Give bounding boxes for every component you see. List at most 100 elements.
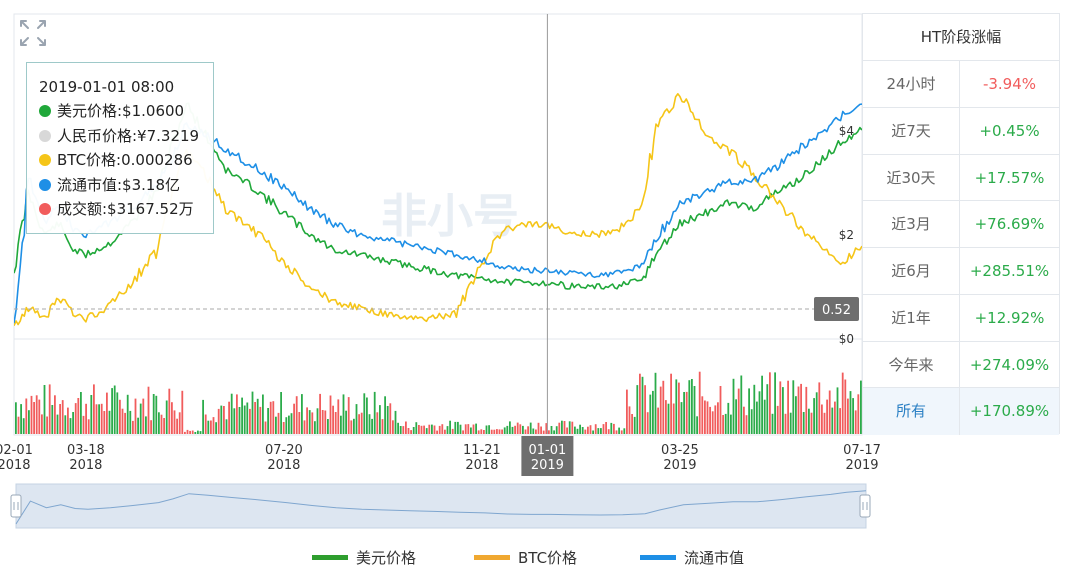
volume-bar — [808, 408, 810, 434]
volume-bar — [581, 427, 584, 434]
volume-bar — [295, 396, 298, 434]
volume-bar — [238, 407, 241, 434]
volume-bar — [111, 388, 113, 434]
x-tick-year: 2019 — [663, 458, 696, 473]
volume-bar — [594, 424, 597, 434]
watermark: 非小号 — [381, 189, 519, 243]
volume-bar — [451, 428, 454, 434]
volume-bar — [709, 406, 711, 434]
volume-bar — [392, 420, 394, 434]
volume-bar — [41, 414, 43, 434]
volume-bar — [30, 395, 33, 434]
volume-bar — [802, 412, 805, 434]
volume-bar — [184, 431, 186, 434]
volume-bar — [35, 395, 38, 434]
volume-bar — [363, 393, 366, 434]
volume-bar — [779, 381, 782, 434]
volume-bar — [769, 372, 771, 434]
tooltip-row-text: 成交额:$3167.52万 — [57, 200, 194, 218]
volume-bar — [678, 382, 680, 434]
volume-bar — [293, 403, 295, 434]
x-tick-year: 2018 — [267, 458, 300, 473]
volume-bars — [15, 371, 862, 434]
tooltip-row-text: 美元价格:$1.0600 — [57, 102, 185, 120]
volume-bar — [732, 378, 735, 434]
volume-bar — [685, 391, 688, 434]
volume-bar — [667, 403, 670, 434]
volume-bar — [280, 392, 282, 434]
volume-bar — [449, 420, 451, 434]
volume-bar — [431, 424, 433, 434]
volume-bar — [316, 408, 319, 434]
volume-bar — [836, 387, 839, 434]
volume-bar — [25, 398, 28, 434]
legend-item[interactable]: BTC价格 — [474, 546, 577, 568]
stage-gain-row[interactable]: 近30天 +17.57% — [863, 154, 1059, 202]
volume-bar — [657, 407, 659, 434]
volume-bar — [217, 408, 220, 434]
volume-bar — [358, 414, 360, 434]
volume-bar — [535, 429, 537, 434]
volume-bar — [145, 416, 147, 434]
volume-bar — [654, 372, 657, 434]
volume-bar — [563, 421, 566, 434]
volume-bar — [620, 430, 623, 434]
volume-bar — [337, 399, 340, 434]
volume-bar — [618, 427, 620, 434]
volume-bar — [506, 425, 509, 434]
volume-bar — [332, 405, 334, 434]
volume-bar — [852, 398, 854, 434]
stage-gain-row[interactable]: 近6月 +285.51% — [863, 248, 1059, 295]
volume-bar — [454, 421, 457, 434]
volume-bar — [301, 394, 303, 434]
volume-bar — [132, 420, 134, 434]
volume-bar — [126, 394, 129, 434]
volume-bar — [150, 420, 152, 434]
volume-bar — [605, 422, 607, 434]
stage-gain-row[interactable]: 今年来 +274.09% — [863, 341, 1059, 389]
volume-bar — [87, 419, 90, 434]
volume-bar — [74, 403, 77, 434]
volume-bar — [633, 416, 636, 434]
volume-bar — [704, 400, 706, 434]
navigator-handle-icon — [859, 494, 871, 518]
range-navigator[interactable] — [10, 483, 871, 529]
volume-bar — [158, 412, 160, 434]
stage-gain-row[interactable]: 24小时 -3.94% — [863, 61, 1059, 108]
stage-gain-row[interactable]: 近3月 +76.69% — [863, 201, 1059, 248]
volume-bar — [758, 391, 761, 434]
volume-bar — [737, 388, 740, 434]
legend-label: 美元价格 — [356, 548, 417, 567]
legend-label: BTC价格 — [518, 548, 578, 567]
volume-bar — [652, 390, 654, 434]
volume-bar — [641, 376, 644, 434]
stage-gain-row[interactable]: 近1年 +12.92% — [863, 294, 1059, 342]
legend-item[interactable]: 流通市值 — [640, 546, 744, 568]
volume-bar — [59, 404, 61, 434]
y-tick-label: $0 — [839, 332, 854, 346]
volume-bar — [854, 410, 857, 434]
volume-bar — [540, 426, 542, 434]
volume-bar — [706, 401, 709, 434]
volume-bar — [267, 408, 269, 434]
stage-gain-value: +285.51% — [969, 262, 1050, 280]
volume-bar — [394, 410, 397, 434]
volume-bar — [366, 397, 368, 434]
stage-gain-row[interactable]: 所有 +170.89% — [863, 388, 1059, 435]
volume-bar — [462, 430, 464, 434]
x-tick-date: 07-17 — [843, 443, 881, 458]
legend-item[interactable]: 美元价格 — [312, 546, 416, 568]
volume-bar — [766, 384, 769, 434]
volume-bar — [717, 402, 719, 434]
volume-bar — [789, 412, 792, 434]
x-tick-date: 03-25 — [661, 443, 699, 458]
stage-gain-row[interactable]: 近7天 +0.45% — [863, 107, 1059, 155]
expand-icon[interactable] — [18, 18, 48, 48]
volume-bar — [116, 392, 119, 434]
volume-bar — [711, 411, 714, 434]
volume-bar — [813, 398, 815, 434]
volume-bar — [841, 372, 844, 434]
volume-bar — [202, 399, 204, 434]
volume-bar — [399, 426, 402, 434]
